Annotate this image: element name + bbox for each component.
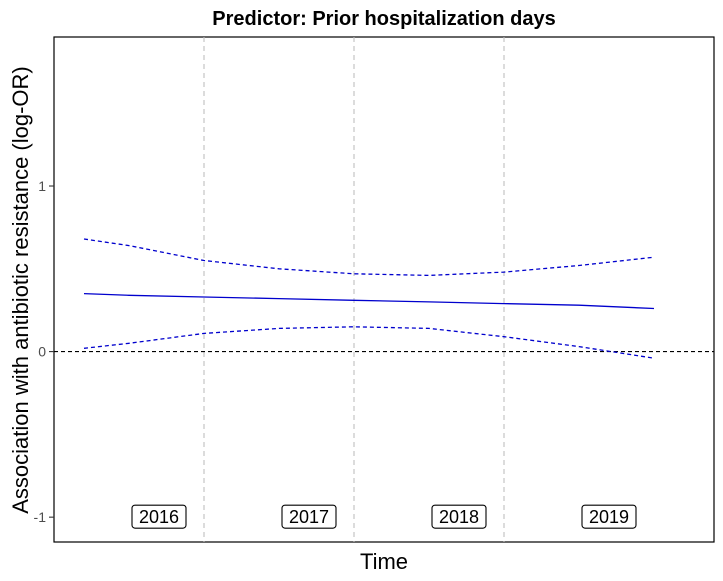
chart-title: Predictor: Prior hospitalization days [212, 8, 555, 30]
period-label-2: 2017 [281, 504, 337, 529]
plot-frame [53, 36, 715, 543]
period-label-text: 2018 [439, 507, 479, 527]
axis-layer: -1 0 1 [34, 178, 54, 525]
period-label-box [131, 504, 187, 529]
period-label-3: 2018 [431, 504, 487, 529]
x-axis-title: Time [360, 549, 408, 574]
period-label-1: 2016 [131, 504, 187, 529]
period-label-box [431, 504, 487, 529]
period-label-box [281, 504, 337, 529]
period-label-text: 2019 [589, 507, 629, 527]
period-label-4: 2019 [581, 504, 637, 529]
series-estimate-line [83, 292, 655, 310]
reference-layer [54, 37, 714, 542]
plot-area [53, 36, 715, 543]
period-label-layer: 2016 2017 2018 2019 [131, 504, 637, 529]
series-lower-line [83, 326, 655, 359]
y-tick-label-1: -1 [34, 509, 47, 525]
period-label-text: 2016 [139, 507, 179, 527]
period-label-box [581, 504, 637, 529]
series-layer [83, 238, 655, 359]
series-upper-line [83, 238, 655, 277]
period-label-text: 2017 [289, 507, 329, 527]
y-axis-title: Association with antibiotic resistance (… [8, 66, 33, 514]
y-tick-label-2: 0 [38, 344, 46, 360]
y-tick-label-3: 1 [38, 178, 46, 194]
